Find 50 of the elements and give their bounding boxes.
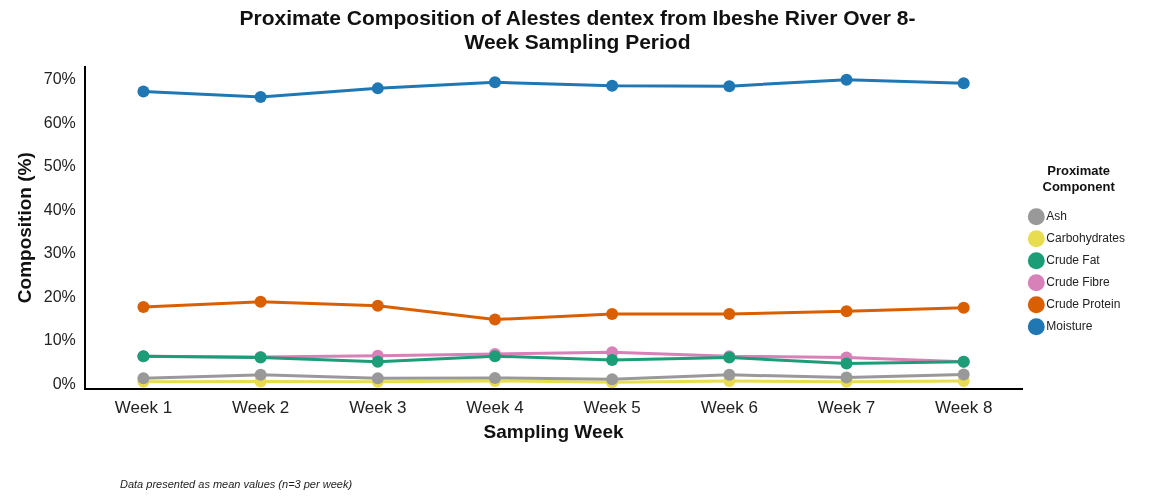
x-tick-label: Week 1	[114, 397, 173, 417]
x-tick-label: Week 3	[349, 397, 407, 417]
point	[371, 299, 384, 312]
y-tick-label: 60%	[43, 113, 76, 131]
y-tick-label: 0%	[52, 374, 76, 392]
point	[957, 368, 970, 381]
x-tick-label: Week 6	[700, 397, 758, 417]
x-axis-title: Sampling Week	[483, 420, 625, 442]
y-tick-label: 70%	[43, 70, 76, 88]
y-tick-label: 10%	[43, 331, 76, 349]
point	[840, 73, 853, 86]
point	[840, 357, 853, 370]
point	[254, 368, 267, 381]
x-tick-label: Week 7	[817, 397, 876, 417]
point	[254, 91, 267, 104]
point	[957, 301, 970, 314]
point	[488, 76, 501, 89]
x-tick-label: Week 2	[231, 397, 290, 417]
point	[254, 295, 267, 308]
point	[723, 368, 736, 381]
y-tick-label: 50%	[43, 157, 76, 175]
point	[137, 85, 150, 98]
point	[840, 305, 853, 318]
legend-title: Proximate Component	[1042, 163, 1116, 194]
x-tick-label: Week 5	[583, 397, 641, 417]
y-tick-label: 40%	[43, 200, 76, 218]
text: Data presented as mean values (n=3 per week)	[120, 478, 353, 490]
y-axis-title: Composition (%)	[13, 152, 35, 304]
legend-label: Crude Fibre	[1046, 275, 1110, 290]
x-tick-label: Week 8	[935, 397, 993, 417]
x-tick-label: Week 4	[466, 397, 524, 417]
point	[957, 77, 970, 90]
point	[606, 307, 619, 320]
point	[606, 354, 619, 367]
point	[137, 300, 150, 313]
legend-label: Ash	[1046, 209, 1067, 224]
point	[606, 79, 619, 92]
point	[840, 371, 853, 384]
legend-label: Crude Protein	[1046, 297, 1121, 312]
legend-label: Moisture	[1046, 319, 1093, 334]
y-tick-label: 20%	[43, 287, 76, 305]
y-tick-label: 30%	[43, 244, 76, 262]
point	[723, 80, 736, 93]
point	[371, 82, 384, 95]
point	[723, 307, 736, 320]
point	[371, 355, 384, 368]
legend-label: Carbohydrates	[1046, 231, 1126, 246]
point	[488, 313, 501, 326]
chart-title: Proximate Composition of Alestes dentex from Ibeshe River Over 8-Week Sampling Period	[238, 6, 917, 54]
legend-label: Crude Fat	[1046, 253, 1101, 268]
